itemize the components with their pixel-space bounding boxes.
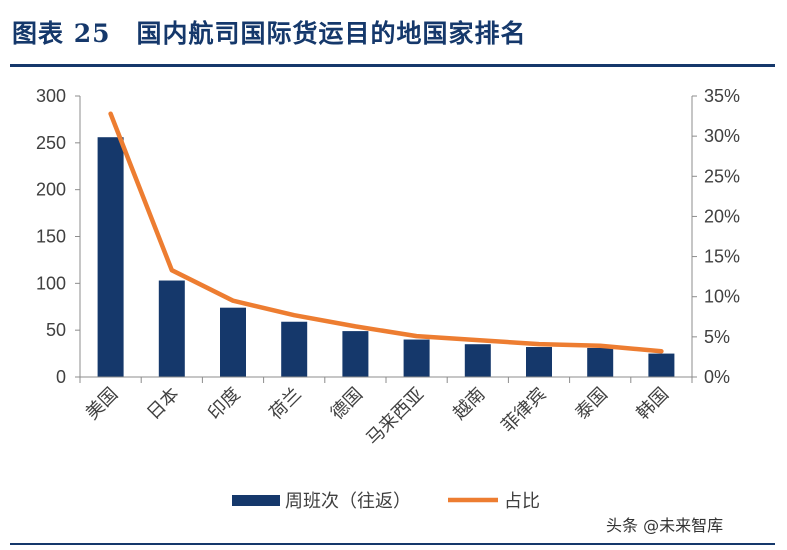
y-right-tick-label: 15% xyxy=(704,247,740,267)
legend-label-line: 占比 xyxy=(504,491,540,512)
share-line xyxy=(108,111,664,354)
x-tick-label: 德国 xyxy=(327,384,367,424)
x-tick-label: 越南 xyxy=(449,384,489,424)
line-series xyxy=(108,111,664,354)
y-right-tick-label: 25% xyxy=(704,166,740,186)
bar xyxy=(158,280,185,377)
legend-swatch-bars xyxy=(232,495,280,506)
y-right-tick-label: 30% xyxy=(704,126,740,146)
bar xyxy=(648,353,675,377)
x-tick-label: 菲律宾 xyxy=(498,384,551,437)
axes: 0 50 100 150 200 250 300 0% 5% 10% 15% 20% 25% 30% 35%… xyxy=(36,86,740,449)
x-tick-label: 马来西亚 xyxy=(362,384,428,450)
bar xyxy=(97,137,124,377)
bar xyxy=(281,321,308,377)
y-right-tick-label: 0% xyxy=(704,367,730,387)
y-left-tick-label: 0 xyxy=(56,367,66,387)
figure-title: 图表 25 国内航司国际货运目的地国家排名 xyxy=(12,19,527,48)
title-rule xyxy=(10,64,775,67)
legend: 周班次（往返） 占比 xyxy=(232,491,540,512)
watermark: 头条 @未来智库 xyxy=(606,516,724,535)
x-tick-label: 韩国 xyxy=(633,384,673,424)
y-left-tick-label: 50 xyxy=(46,320,66,340)
x-tick-label: 印度 xyxy=(204,384,244,424)
y-left-tick-label: 150 xyxy=(36,227,66,247)
bar xyxy=(220,307,246,377)
y-left-tick-label: 250 xyxy=(36,133,66,153)
y-left-tick-label: 300 xyxy=(36,86,66,106)
x-tick-label: 日本 xyxy=(143,384,183,424)
bar xyxy=(403,339,430,377)
y-left-tick-label: 100 xyxy=(36,273,66,293)
y-right-tick-label: 10% xyxy=(704,287,740,307)
bar xyxy=(587,347,614,377)
x-tick-label: 荷兰 xyxy=(265,384,305,424)
bar xyxy=(342,331,369,377)
y-right-tick-label: 35% xyxy=(704,86,740,106)
x-tick-label: 美国 xyxy=(82,384,122,424)
y-right-tick-label: 20% xyxy=(704,206,740,226)
bar xyxy=(464,344,491,377)
legend-label-bars: 周班次（往返） xyxy=(285,491,411,512)
y-left-tick-label: 200 xyxy=(36,180,66,200)
bar xyxy=(526,347,552,377)
bar-series xyxy=(97,137,675,377)
y-right-tick-label: 5% xyxy=(704,327,730,347)
x-tick-label: 泰国 xyxy=(571,384,611,424)
bottom-rule xyxy=(10,543,775,545)
